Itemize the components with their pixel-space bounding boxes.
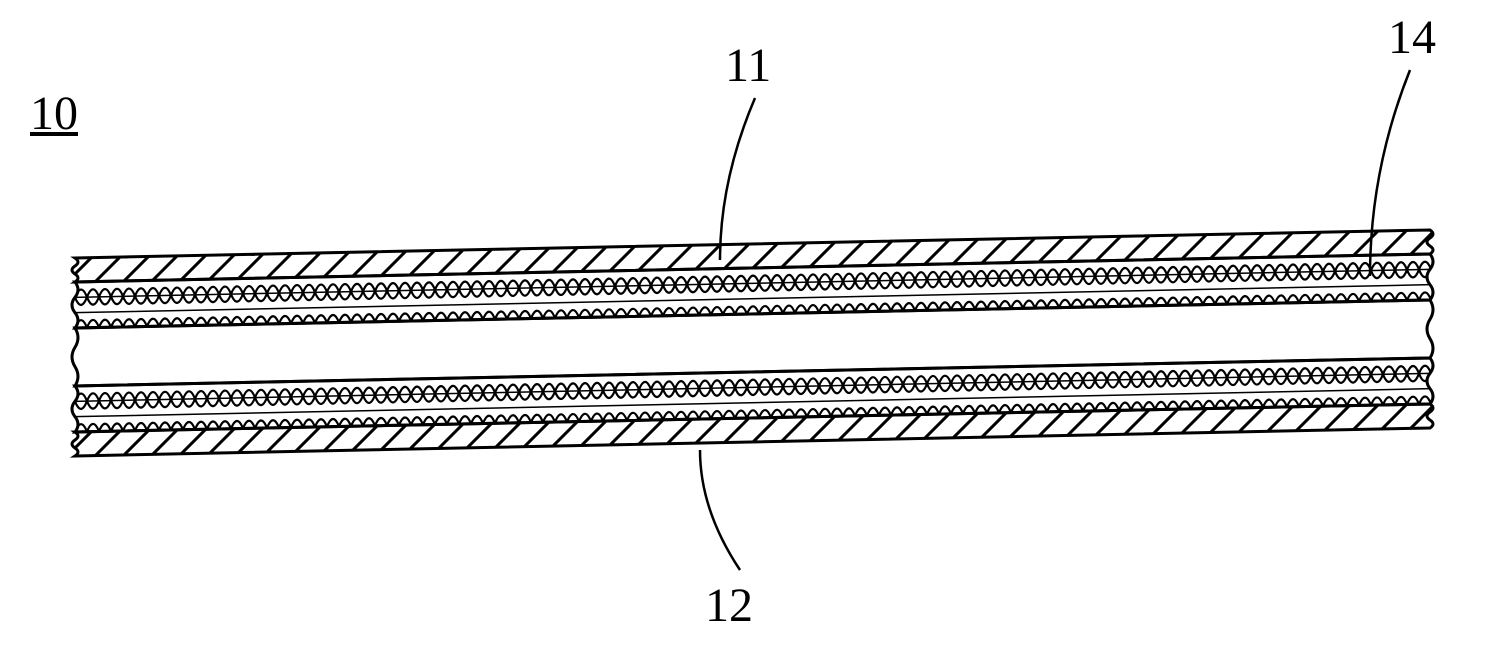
leader-lines xyxy=(700,70,1410,570)
cross-section-diagram xyxy=(0,0,1490,653)
top-textured-band xyxy=(72,254,1433,328)
figure-canvas: 10 11 14 12 xyxy=(0,0,1490,653)
bottom-textured-band xyxy=(72,358,1433,432)
